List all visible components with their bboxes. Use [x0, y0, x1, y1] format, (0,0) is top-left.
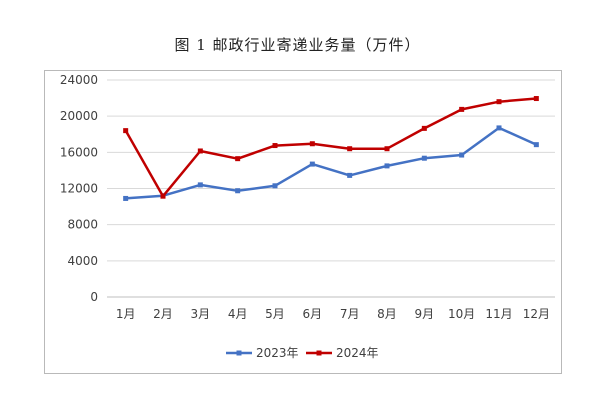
y-tick-label: 8000	[67, 218, 98, 232]
data-point-2024年	[123, 128, 129, 134]
legend-marker	[316, 350, 322, 356]
data-point-2023年	[272, 183, 278, 189]
x-tick-label: 6月	[303, 307, 323, 321]
data-point-2024年	[421, 125, 427, 131]
data-point-2024年	[197, 148, 203, 154]
x-tick-label: 8月	[377, 307, 397, 321]
y-tick-label: 12000	[60, 182, 98, 196]
data-point-2023年	[235, 188, 241, 194]
data-point-2023年	[496, 125, 502, 131]
series-line-2024年	[124, 97, 537, 198]
series-line-2023年	[125, 126, 537, 200]
legend-label: 2023年	[256, 346, 299, 360]
data-point-2024年	[384, 146, 390, 152]
data-point-2023年	[421, 155, 427, 161]
chart-title: 图 1 邮政行业寄递业务量（万件）	[174, 36, 421, 54]
data-point-2023年	[123, 195, 129, 201]
data-point-2024年	[160, 193, 166, 199]
y-tick-label: 4000	[67, 254, 98, 268]
data-point-2024年	[272, 143, 278, 149]
data-point-2024年	[459, 106, 465, 112]
data-point-2024年	[309, 141, 315, 147]
data-point-2024年	[533, 96, 539, 102]
x-tick-label: 11月	[485, 307, 512, 321]
legend-marker	[236, 350, 242, 356]
chart-frame	[44, 70, 562, 374]
data-point-2023年	[384, 163, 390, 169]
x-tick-label: 4月	[228, 307, 248, 321]
data-point-2023年	[309, 161, 315, 167]
data-point-2023年	[459, 152, 465, 158]
data-point-2024年	[347, 146, 353, 152]
x-tick-label: 7月	[340, 307, 360, 321]
data-point-2023年	[197, 182, 203, 188]
data-point-2024年	[496, 99, 502, 105]
y-tick-label: 16000	[60, 145, 98, 159]
data-point-2024年	[235, 156, 241, 162]
y-tick-label: 20000	[60, 109, 98, 123]
x-tick-label: 9月	[415, 307, 435, 321]
data-point-2023年	[347, 172, 353, 178]
y-tick-label: 24000	[60, 73, 98, 87]
x-tick-label: 1月	[116, 307, 136, 321]
x-tick-label: 2月	[153, 307, 173, 321]
x-tick-label: 5月	[265, 307, 285, 321]
data-point-2023年	[533, 142, 539, 148]
y-tick-label: 0	[90, 290, 98, 304]
legend-label: 2024年	[336, 346, 379, 360]
x-tick-label: 3月	[191, 307, 211, 321]
x-tick-label: 10月	[448, 307, 475, 321]
x-tick-label: 12月	[523, 307, 550, 321]
